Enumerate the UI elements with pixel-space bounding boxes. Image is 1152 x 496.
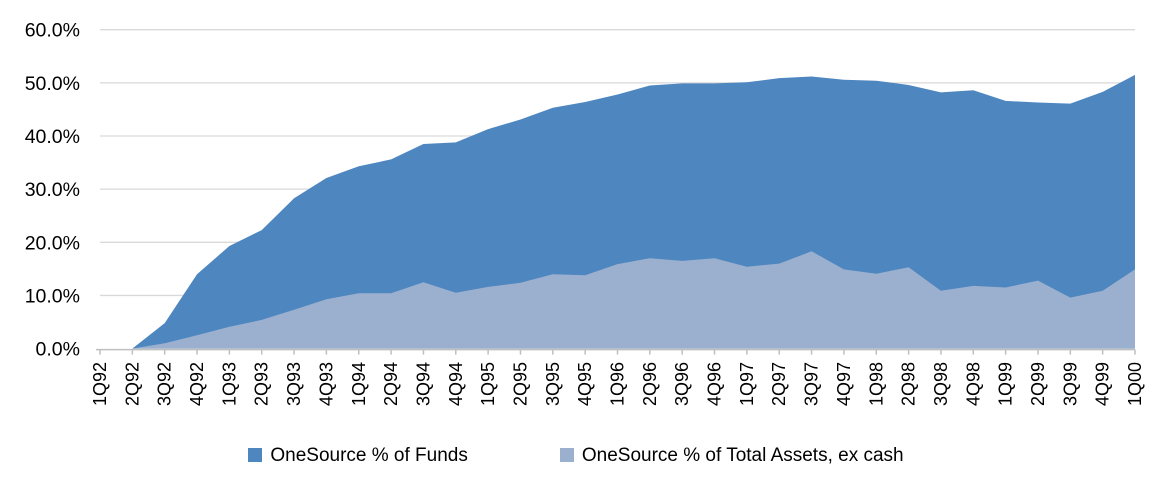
y-tick-label: 30.0% xyxy=(25,179,80,201)
y-tick-label: 0.0% xyxy=(36,339,80,361)
x-tick-label: 3Q97 xyxy=(802,362,822,406)
x-tick-label: 4Q99 xyxy=(1093,362,1113,406)
x-tick-label: 1Q92 xyxy=(90,362,110,406)
y-tick-label: 10.0% xyxy=(25,285,80,307)
x-tick-label: 2Q96 xyxy=(640,362,660,406)
x-tick-label: 3Q95 xyxy=(543,362,563,406)
x-tick-label: 1Q96 xyxy=(608,362,628,406)
x-tick-label: 4Q92 xyxy=(187,362,207,406)
x-tick-label: 3Q92 xyxy=(155,362,175,406)
x-tick-label: 2Q93 xyxy=(252,362,272,406)
x-tick-label: 1Q97 xyxy=(737,362,757,406)
x-tick-label: 3Q99 xyxy=(1060,362,1080,406)
x-tick-label: 2Q94 xyxy=(381,362,401,406)
y-tick-label: 40.0% xyxy=(25,126,80,148)
legend-swatch-funds xyxy=(248,448,263,462)
x-tick-label: 1Q00 xyxy=(1125,362,1145,406)
x-tick-label: 4Q96 xyxy=(705,362,725,406)
legend-item-total-assets: OneSource % of Total Assets, ex cash xyxy=(559,444,904,466)
chart-canvas: 0.0% 10.0% 20.0% 30.0% 40.0% 50.0% 60.0% 1Q92 2Q… xyxy=(25,20,1145,406)
y-tick-label: 60.0% xyxy=(25,20,80,42)
x-tick-label: 3Q93 xyxy=(284,362,304,406)
x-tick-label: 2Q95 xyxy=(510,362,530,406)
series-area-total-assets xyxy=(100,251,1135,349)
x-tick-label: 3Q96 xyxy=(672,362,692,406)
x-tick-label: 2Q97 xyxy=(769,362,789,406)
x-tick-label: 1Q94 xyxy=(349,362,369,406)
x-tick-label: 4Q94 xyxy=(446,362,466,406)
legend-item-funds: OneSource % of Funds xyxy=(248,446,468,465)
y-tick-label: 20.0% xyxy=(25,232,80,254)
legend-label-total-assets: OneSource % of Total Assets, ex cash xyxy=(581,444,904,466)
x-tick-label: 4Q95 xyxy=(575,362,595,406)
x-tick-label: 1Q99 xyxy=(996,362,1016,406)
x-tick-label: 3Q94 xyxy=(413,362,433,406)
x-tick-label: 1Q98 xyxy=(866,362,886,406)
x-tick-label: 4Q98 xyxy=(963,362,983,406)
x-tick-label: 2Q92 xyxy=(122,362,142,406)
x-tick-label: 2Q99 xyxy=(1028,362,1048,406)
x-tick-label: 1Q93 xyxy=(219,362,239,406)
x-tick-label: 4Q93 xyxy=(316,362,336,406)
chart-legend: OneSource % of Funds OneSource % of Tota… xyxy=(0,440,1152,470)
x-tick-label: 1Q95 xyxy=(478,362,498,406)
legend-label-funds: OneSource % of Funds xyxy=(270,444,468,466)
legend-swatch-total-assets xyxy=(559,448,574,462)
x-tick-label: 4Q97 xyxy=(834,362,854,406)
y-tick-label: 50.0% xyxy=(25,73,80,95)
x-tick-label: 2Q98 xyxy=(899,362,919,406)
x-tick-label: 3Q98 xyxy=(931,362,951,406)
